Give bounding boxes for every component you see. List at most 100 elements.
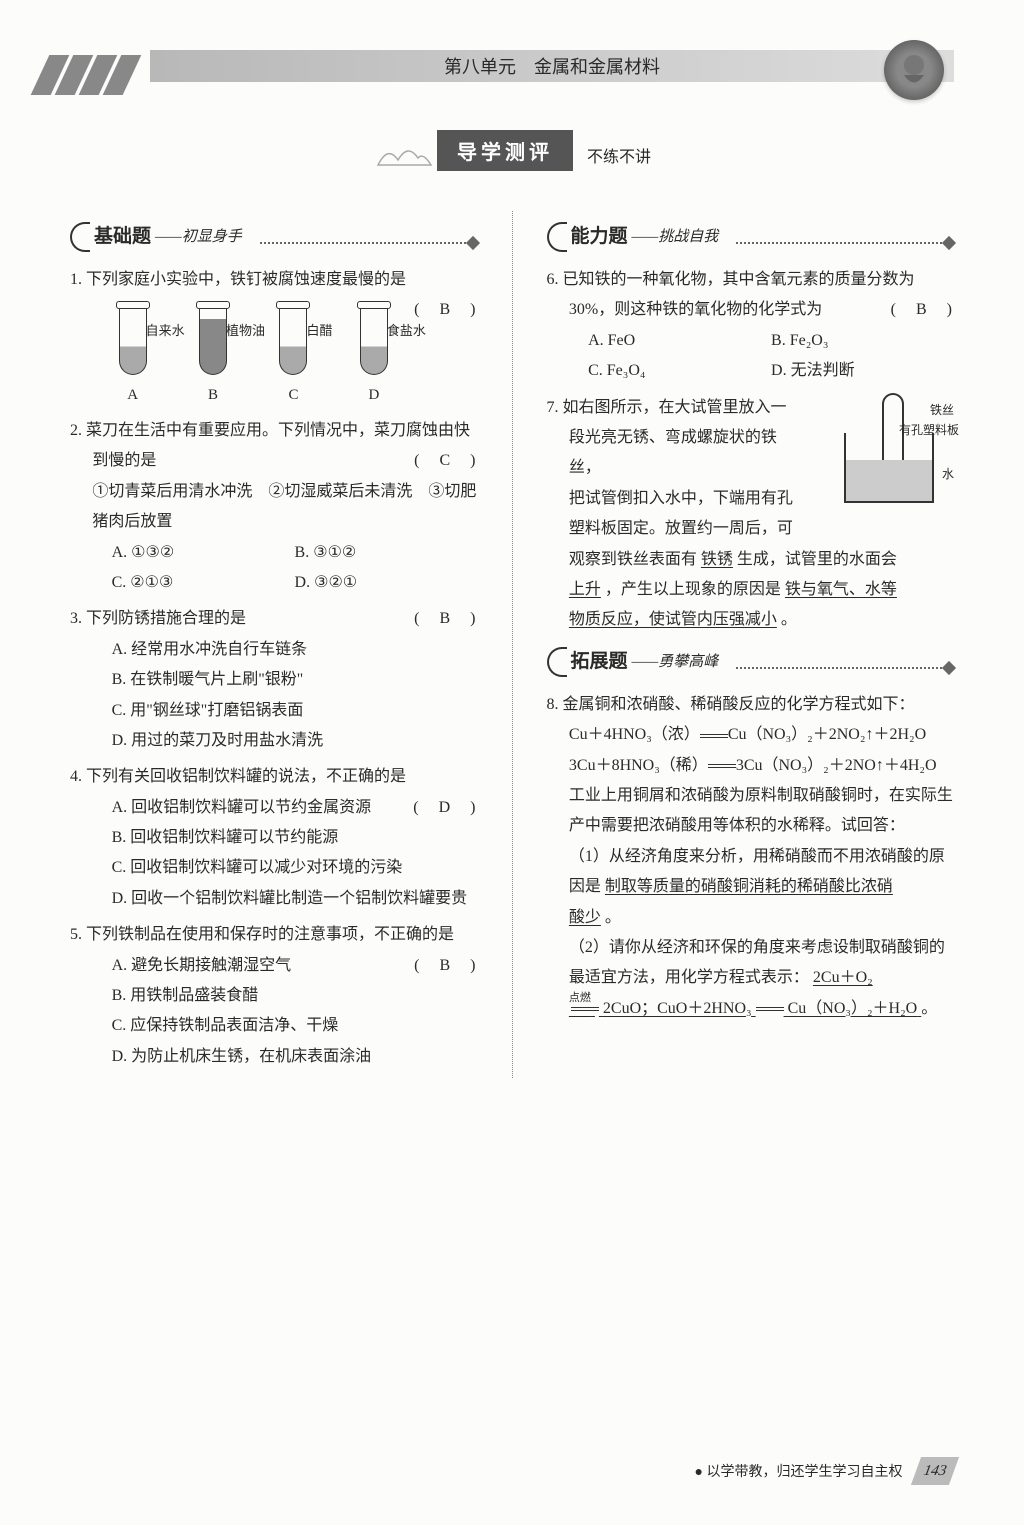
q8-eq2a: 3Cu＋8HNO₃（稀） bbox=[569, 757, 708, 774]
q2-answer: ( C ) bbox=[437, 446, 478, 476]
q8-eq1b: Cu（NO₃）₂＋2NO₂↑＋2H₂O bbox=[728, 726, 926, 743]
section-extend-header: 拓展题 ——勇攀高峰 bbox=[547, 644, 955, 680]
banner-subtitle: 不练不讲 bbox=[587, 143, 651, 167]
q5-opt-b: B. 用铁制品盛装食醋 bbox=[70, 981, 478, 1011]
q5-opt-d: D. 为防止机床生锈，在机床表面涂油 bbox=[70, 1042, 478, 1072]
unit-title: 第八单元 金属和金属材料 bbox=[150, 53, 954, 79]
q8-eq2b: 3Cu（NO₃）₂＋2NO↑＋4H₂O bbox=[736, 757, 937, 774]
q5-stem: 5. 下列铁制品在使用和保存时的注意事项，不正确的是 bbox=[70, 926, 454, 943]
section-title: 基础题 bbox=[94, 219, 151, 255]
tube-a-label: 自来水 bbox=[146, 319, 194, 344]
banner-title: 导学测评 bbox=[437, 130, 573, 171]
q8-p1-blank2: 酸少 bbox=[569, 909, 601, 926]
q4-opt-d: D. 回收一个铝制饮料罐比制造一个铝制饮料罐要贵 bbox=[70, 884, 478, 914]
q8-p2-period: 。 bbox=[921, 1000, 937, 1017]
page-number: 143 bbox=[911, 1457, 959, 1485]
q2-opt-b: B. ③①② bbox=[295, 538, 478, 568]
section-banner: 导学测评 不练不讲 bbox=[70, 130, 954, 171]
q8-p2-blank1: 2Cu＋O₂ bbox=[813, 969, 873, 986]
q2-conditions: ①切青菜后用清水冲洗 ②切湿威菜后未清洗 ③切肥猪肉后放置 bbox=[70, 477, 478, 538]
left-column: 基础题 ——初显身手 1. 下列家庭小实验中，铁钉被腐蚀速度最慢的是 ( B )… bbox=[70, 211, 478, 1078]
header-decoration bbox=[40, 55, 160, 95]
q5-answer: ( B ) bbox=[437, 951, 478, 981]
q6-opt-c: C. Fe₃O₄ bbox=[588, 356, 771, 386]
q7-blank4: 物质反应，使试管内压强减小 bbox=[569, 611, 777, 628]
tube-d-label: 食盐水 bbox=[387, 319, 435, 344]
page-footer: ● 以学带教，归还学生学习自主权 143 bbox=[695, 1457, 954, 1485]
q3-opt-a: A. 经常用水冲洗自行车链条 bbox=[70, 635, 478, 665]
equals-icon bbox=[756, 1007, 784, 1011]
question-1: 1. 下列家庭小实验中，铁钉被腐蚀速度最慢的是 ( B ) 自来水A 植物油B … bbox=[70, 265, 478, 410]
q4-stem: 4. 下列有关回收铝制饮料罐的说法，不正确的是 bbox=[70, 762, 478, 792]
q7-line4: 塑料板固定。放置约一周后，可 bbox=[547, 514, 955, 544]
section-title: 能力题 bbox=[571, 219, 628, 255]
q3-stem: 3. 下列防锈措施合理的是 bbox=[70, 610, 246, 627]
tube-c-label: 白醋 bbox=[306, 319, 354, 344]
q8-p2a: （2）请你从经济和环保的角度来考虑设制取硝酸铜的最适宜方法，用化学方程式表示： bbox=[569, 939, 945, 986]
q3-answer: ( B ) bbox=[437, 604, 478, 634]
section-sub: ——初显身手 bbox=[155, 223, 242, 252]
q2-opt-d: D. ③②① bbox=[295, 568, 478, 598]
tube-c: C bbox=[279, 381, 307, 410]
q1-stem: 1. 下列家庭小实验中，铁钉被腐蚀速度最慢的是 bbox=[70, 265, 478, 295]
column-divider bbox=[512, 211, 513, 1078]
q4-opt-c: C. 回收铝制饮料罐可以减少对环境的污染 bbox=[70, 853, 478, 883]
q3-opt-d: D. 用过的菜刀及时用盐水清洗 bbox=[70, 726, 478, 756]
q6-opt-b: B. Fe₂O₃ bbox=[771, 326, 954, 356]
tube-d: D bbox=[360, 381, 388, 410]
q3-opt-b: B. 在铁制暖气片上刷"银粉" bbox=[70, 665, 478, 695]
page-header: 第八单元 金属和金属材料 bbox=[70, 50, 954, 100]
q6-stem: 6. 已知铁的一种氧化物，其中含氧元素的质量分数为 30%，则这种铁的氧化物的化… bbox=[547, 271, 915, 318]
equals-icon bbox=[708, 764, 736, 768]
q7-blank3: 铁与氧气、水等 bbox=[785, 581, 897, 598]
question-5: 5. 下列铁制品在使用和保存时的注意事项，不正确的是( B ) A. 避免长期接… bbox=[70, 920, 478, 1072]
equals-icon bbox=[571, 1007, 599, 1011]
fig-water-label: 水 bbox=[942, 463, 954, 486]
right-column: 能力题 ——挑战自我 6. 已知铁的一种氧化物，其中含氧元素的质量分数为 30%… bbox=[547, 211, 955, 1078]
q8-p2-blank3: Cu（NO₃）₂＋H₂O bbox=[788, 1000, 918, 1017]
q2-opt-a: A. ①③② bbox=[112, 538, 295, 568]
q6-opt-a: A. FeO bbox=[588, 326, 771, 356]
fig-plate-label: 有孔塑料板 bbox=[899, 419, 959, 442]
q3-opt-c: C. 用"钢丝球"打磨铝锅表面 bbox=[70, 696, 478, 726]
q7-period: 。 bbox=[781, 611, 797, 628]
question-6: 6. 已知铁的一种氧化物，其中含氧元素的质量分数为 30%，则这种铁的氧化物的化… bbox=[547, 265, 955, 387]
question-4: 4. 下列有关回收铝制饮料罐的说法，不正确的是 ( D ) A. 回收铝制饮料罐… bbox=[70, 762, 478, 914]
question-2: 2. 菜刀在生活中有重要应用。下列情况中，菜刀腐蚀由快到慢的是( C ) ①切青… bbox=[70, 416, 478, 598]
question-8: 8. 金属铜和浓硝酸、稀硝酸反应的化学方程式如下： Cu＋4HNO₃（浓） Cu（… bbox=[547, 690, 955, 1024]
tube-a: A bbox=[119, 381, 147, 410]
q4-opt-b: B. 回收铝制饮料罐可以节约能源 bbox=[70, 823, 478, 853]
q7-line5b: 生成，试管里的水面会 bbox=[737, 551, 897, 568]
q2-stem: 2. 菜刀在生活中有重要应用。下列情况中，菜刀腐蚀由快到慢的是 bbox=[70, 422, 470, 469]
q2-opt-c: C. ②①③ bbox=[112, 568, 295, 598]
equals-icon bbox=[700, 734, 728, 738]
question-3: 3. 下列防锈措施合理的是 ( B ) A. 经常用水冲洗自行车链条 B. 在铁制… bbox=[70, 604, 478, 756]
q7-line5a: 观察到铁丝表面有 bbox=[569, 551, 697, 568]
q4-answer: ( D ) bbox=[413, 793, 477, 823]
q7-line6a: ，产生以上现象的原因是 bbox=[605, 581, 781, 598]
q6-answer: ( B ) bbox=[913, 295, 954, 325]
section-basic-header: 基础题 ——初显身手 bbox=[70, 219, 478, 255]
q5-opt-c: C. 应保持铁制品表面洁净、干燥 bbox=[70, 1011, 478, 1041]
q8-stem: 8. 金属铜和浓硝酸、稀硝酸反应的化学方程式如下： bbox=[547, 690, 955, 720]
section-title: 拓展题 bbox=[571, 644, 628, 680]
section-ability-header: 能力题 ——挑战自我 bbox=[547, 219, 955, 255]
footer-motto: ● 以学带教，归还学生学习自主权 bbox=[695, 1461, 903, 1481]
q8-eq1a: Cu＋4HNO₃（浓） bbox=[569, 726, 700, 743]
section-sub: ——挑战自我 bbox=[632, 223, 719, 252]
q8-p1-blank: 制取等质量的硝酸铜消耗的稀硝酸比浓硝 bbox=[605, 878, 893, 895]
q8-body: 工业上用铜屑和浓硝酸为原料制取硝酸铜时，在实际生产中需要把浓硝酸用等体积的水稀释… bbox=[547, 781, 955, 842]
q8-p2-blank2: 2CuO；CuO＋2HNO₃ bbox=[603, 1000, 752, 1017]
q8-p1-period: 。 bbox=[605, 909, 621, 926]
tube-b-label: 植物油 bbox=[226, 319, 274, 344]
section-sub: ——勇攀高峰 bbox=[632, 648, 719, 677]
q1-figure: 自来水A 植物油B 白醋C 食盐水D bbox=[70, 305, 414, 410]
q8-p2-cond: 点燃 bbox=[569, 992, 591, 1004]
flame-icon bbox=[373, 140, 433, 170]
q7-blank2: 上升 bbox=[569, 581, 601, 598]
question-7: 铁丝 有孔塑料板 水 7. 如右图所示，在大试管里放入一 段光亮无锈、弯成螺旋状… bbox=[547, 393, 955, 636]
mascot-icon bbox=[884, 40, 944, 100]
q6-opt-d: D. 无法判断 bbox=[771, 356, 954, 386]
q7-figure: 铁丝 有孔塑料板 水 bbox=[814, 393, 954, 513]
tube-b: B bbox=[199, 381, 227, 410]
